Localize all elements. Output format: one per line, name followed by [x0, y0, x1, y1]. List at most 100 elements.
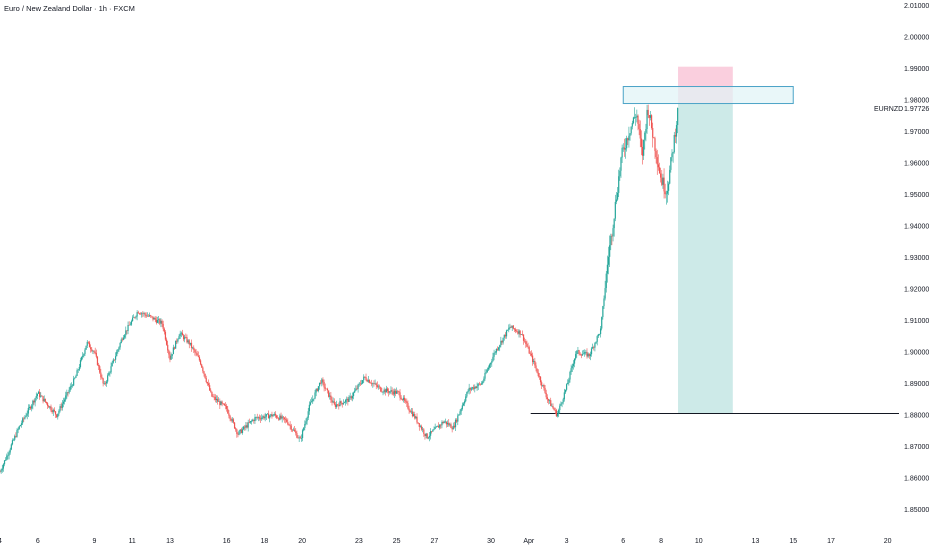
candle-body — [335, 404, 338, 407]
candle-body — [65, 395, 67, 400]
candle-body — [660, 173, 662, 178]
candle-body — [398, 391, 400, 393]
candle-body — [281, 416, 283, 419]
candle-body — [453, 425, 456, 428]
candle-body — [235, 428, 237, 430]
candle-body — [121, 339, 123, 341]
candle-body — [626, 138, 628, 149]
x-tick-label: 20 — [884, 538, 892, 545]
candle-body — [162, 323, 164, 329]
candle-body — [19, 425, 21, 427]
candle-body — [534, 360, 536, 366]
x-tick-label: 4 — [0, 538, 2, 545]
candle-body — [675, 125, 678, 137]
candle-body — [537, 372, 539, 377]
candle-body — [314, 392, 316, 399]
candle-body — [133, 317, 135, 318]
candle-body — [563, 392, 565, 400]
candle-body — [460, 408, 462, 412]
candle-body — [599, 328, 602, 335]
candle-body — [431, 431, 433, 432]
candle-body — [529, 353, 531, 355]
candle-body — [542, 385, 544, 386]
candle-body — [615, 199, 618, 202]
y-tick-label: 1.99000 — [904, 66, 929, 73]
candle-body — [519, 330, 521, 335]
candle-body — [351, 396, 354, 399]
candle-body — [218, 401, 220, 402]
candle-body — [244, 426, 246, 428]
candle-body — [15, 435, 17, 437]
candle-body — [152, 316, 154, 320]
candle-body — [196, 353, 198, 356]
candle-body — [391, 390, 393, 392]
candle-body — [158, 319, 160, 320]
y-tick-label: 1.86000 — [904, 476, 929, 483]
candle-body — [75, 375, 77, 378]
candle-body — [528, 347, 530, 354]
candle-body — [618, 176, 620, 193]
candle-body — [312, 399, 314, 402]
candle-body — [94, 351, 96, 353]
candle-body — [209, 385, 211, 391]
candle-body — [61, 403, 63, 408]
candle-body — [74, 377, 76, 379]
candle-body — [445, 421, 448, 425]
candle-body — [406, 401, 408, 404]
candle-body — [189, 342, 191, 345]
candle-body — [300, 438, 303, 439]
candle-body — [490, 363, 492, 365]
candle-body — [437, 425, 440, 428]
candle-body — [33, 400, 35, 403]
candle-body — [436, 425, 439, 427]
candle-body — [295, 431, 297, 434]
candle-body — [112, 359, 114, 363]
candle-body — [178, 336, 180, 340]
candle-body — [163, 328, 165, 332]
candle-body — [505, 330, 508, 337]
candle-body — [652, 127, 654, 138]
candle-body — [113, 359, 116, 361]
candle-body — [8, 452, 10, 456]
candle-body — [562, 399, 564, 403]
candle-body — [331, 399, 333, 403]
candle-body — [9, 449, 11, 453]
candle-body — [385, 388, 388, 393]
candle-body — [142, 313, 144, 314]
candle-body — [193, 347, 195, 350]
candle-body — [345, 399, 347, 403]
candle-body — [267, 413, 270, 419]
candle-body — [397, 391, 399, 392]
candle-body — [475, 386, 477, 389]
candle-body — [227, 408, 229, 414]
candle-body — [582, 353, 585, 355]
candle-body — [432, 429, 434, 432]
candle-body — [187, 340, 189, 343]
candle-body — [324, 387, 326, 389]
candle-body — [587, 353, 589, 357]
candle-body — [585, 351, 587, 353]
candle-body — [614, 201, 616, 219]
candle-body — [146, 315, 148, 317]
candle-body — [221, 401, 223, 404]
x-tick-label: 18 — [261, 538, 269, 545]
candle-body — [409, 410, 411, 413]
candle-body — [24, 416, 26, 419]
candle-body — [313, 398, 315, 400]
candle-body — [57, 413, 59, 418]
candle-body — [138, 313, 140, 314]
candle-body — [476, 386, 478, 389]
y-tick-label: 1.90000 — [904, 350, 929, 357]
candle-body — [118, 347, 120, 350]
candle-body — [320, 382, 322, 384]
candle-body — [471, 387, 474, 389]
candle-body — [360, 383, 363, 385]
candle-body — [59, 406, 61, 411]
candle-body — [641, 146, 644, 156]
candle-body — [290, 425, 292, 430]
candle-body — [271, 414, 273, 417]
candle-body — [206, 382, 208, 384]
candle-body — [603, 298, 605, 307]
candle-body — [481, 383, 483, 385]
candle-body — [639, 129, 641, 139]
